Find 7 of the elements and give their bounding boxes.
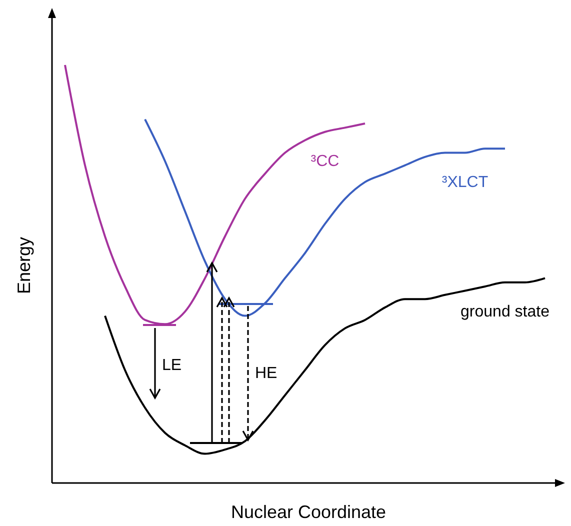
annotation: LE [162, 357, 182, 374]
series-label: ³XLCT [442, 174, 488, 191]
annotation: HE [255, 365, 278, 382]
x-axis-title: Nuclear Coordinate [230, 502, 386, 522]
series-label: ground state [460, 303, 550, 320]
series-label: ³CC [310, 152, 340, 170]
y-axis-title: Energy [14, 236, 34, 294]
